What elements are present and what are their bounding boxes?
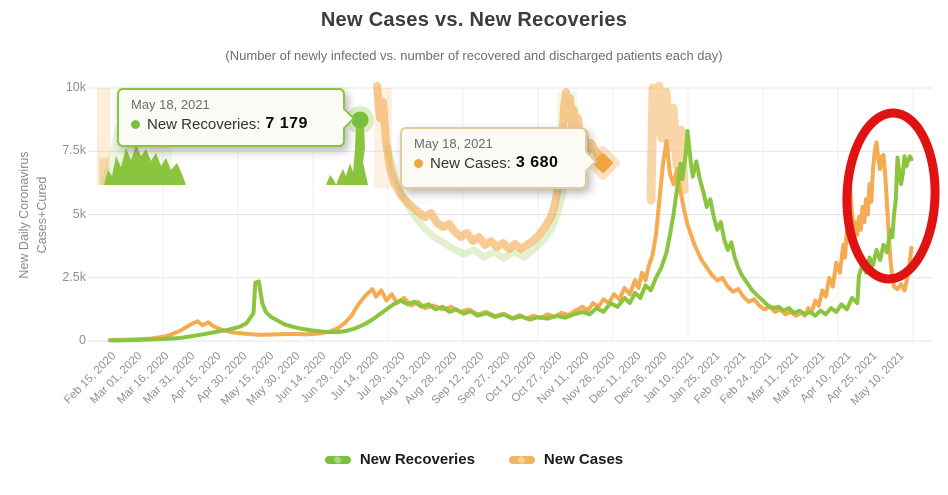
recoveries-swatch-icon (324, 455, 351, 464)
overlay-green-hook (336, 126, 368, 185)
legend-label: New Recoveries (359, 451, 475, 468)
cases-point-marker[interactable] (585, 145, 622, 182)
red-circle-annotation (842, 108, 940, 284)
plot-area (88, 81, 940, 343)
series-line-new-recoveries[interactable] (108, 129, 914, 343)
series-line-new-cases[interactable] (108, 139, 914, 342)
recoveries-bullet-icon (131, 119, 140, 129)
marker-dot (351, 111, 369, 129)
tooltip-date: May 18, 2021 (131, 97, 210, 112)
tooltip-new-cases: May 18, 2021 New Cases: 3 680 (400, 127, 598, 189)
marker-diamond (593, 153, 613, 173)
chart-subtitle: (Number of newly infected vs. number of … (225, 48, 723, 63)
cases-bullet-icon (414, 158, 423, 168)
tooltip-date: May 18, 2021 (414, 136, 493, 151)
overlay-green-jagged (104, 145, 186, 185)
overlay-orange-band (97, 88, 110, 185)
legend-label: New Cases (543, 451, 624, 468)
tooltip-series-label: New Cases: (430, 154, 511, 172)
overlay-orange-strip (99, 158, 108, 185)
horizontal-gridlines (88, 87, 932, 342)
chart-title: New Cases vs. New Recoveries (320, 9, 628, 31)
overlay-green-bump (326, 175, 336, 185)
tooltip-value: 3 680 (515, 154, 559, 171)
legend: New Recoveries New Cases (0, 451, 948, 468)
legend-item-new-cases[interactable]: New Cases (508, 451, 624, 468)
recoveries-point-marker[interactable] (346, 106, 374, 134)
cases-swatch-icon (508, 455, 535, 464)
overlay-orange-spikes-right (646, 81, 689, 205)
legend-item-new-recoveries[interactable]: New Recoveries (324, 451, 475, 468)
tooltip-series-label: New Recoveries: (147, 115, 261, 133)
tooltip-new-recoveries: May 18, 2021 New Recoveries: 7 179 (117, 88, 356, 147)
tooltip-value: 7 179 (265, 115, 308, 132)
